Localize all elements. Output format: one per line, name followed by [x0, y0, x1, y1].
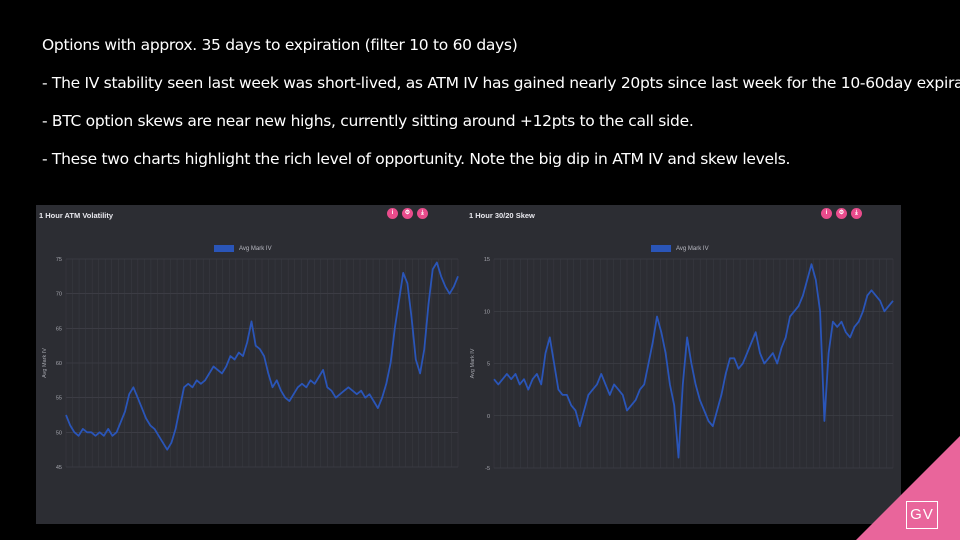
series-line: [493, 263, 894, 459]
bullet-list: Options with approx. 35 days to expirati…: [42, 36, 960, 188]
y-tick-label: 10: [484, 309, 490, 315]
y-axis-label: Avg Mark IV: [470, 348, 476, 378]
gv-logo: GV: [906, 501, 938, 529]
chart-title: 1 Hour 30/20 Skew: [469, 211, 535, 220]
bullet-1: Options with approx. 35 days to expirati…: [42, 36, 518, 54]
y-tick-label: 50: [56, 430, 62, 436]
bullet-2: - The IV stability seen last week was sh…: [42, 74, 960, 92]
y-tick-label: 75: [56, 257, 62, 263]
y-tick-label: 60: [56, 361, 62, 367]
skew-chart: -5051015Date TimeAvg Mark IV: [470, 257, 894, 472]
y-tick-label: 55: [56, 396, 62, 402]
legend-swatch: [214, 245, 234, 252]
download-icon[interactable]: ⤓: [851, 208, 862, 219]
settings-icon[interactable]: ⚙: [402, 208, 413, 219]
series-line: [65, 261, 459, 451]
y-axis-label: Avg Mark IV: [42, 348, 48, 378]
download-icon[interactable]: ⤓: [417, 208, 428, 219]
y-tick-label: 45: [56, 465, 62, 471]
y-tick-label: 0: [487, 414, 490, 420]
atm-volatility-panel: 1 Hour ATM Volatility i ⚙ ⤓ Avg Mark IV …: [36, 205, 466, 524]
legend-label: Avg Mark IV: [676, 245, 709, 252]
info-icon[interactable]: i: [821, 208, 832, 219]
chart-title: 1 Hour ATM Volatility: [39, 211, 114, 220]
legend-swatch: [651, 245, 671, 252]
settings-icon[interactable]: ⚙: [836, 208, 847, 219]
info-icon[interactable]: i: [387, 208, 398, 219]
skew-panel: 1 Hour 30/20 Skew i ⚙ ⤓ Avg Mark IV -5 0 5…: [466, 205, 901, 524]
bullet-3: - BTC option skews are near new highs, c…: [42, 112, 694, 130]
y-tick-label: 5: [487, 362, 490, 368]
atm-volatility-chart: 45505560657075Date TimeAvg Mark IV: [42, 257, 459, 471]
chart-legend[interactable]: Avg Mark IV: [651, 245, 709, 252]
logo-corner: [856, 436, 960, 540]
y-tick-label: 15: [484, 257, 490, 263]
legend-label: Avg Mark IV: [239, 245, 272, 252]
chart-legend[interactable]: Avg Mark IV: [214, 245, 272, 252]
y-tick-label: 70: [56, 292, 62, 298]
bullet-4: - These two charts highlight the rich le…: [42, 150, 791, 168]
y-tick-label: -5: [485, 466, 490, 472]
panel-buttons: i ⚙ ⤓: [821, 208, 862, 219]
y-tick-label: 65: [56, 326, 62, 332]
panel-buttons: i ⚙ ⤓: [387, 208, 428, 219]
